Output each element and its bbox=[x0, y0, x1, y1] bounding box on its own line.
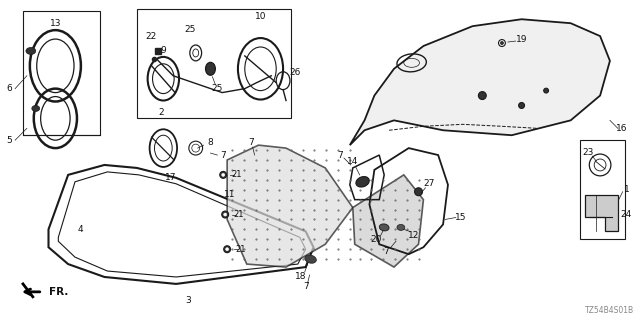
Text: 26: 26 bbox=[289, 68, 301, 77]
Ellipse shape bbox=[380, 224, 389, 231]
Text: 3: 3 bbox=[185, 296, 191, 305]
Text: 23: 23 bbox=[582, 148, 594, 156]
Ellipse shape bbox=[500, 42, 504, 44]
Ellipse shape bbox=[224, 213, 227, 216]
Text: 7: 7 bbox=[248, 138, 253, 147]
Ellipse shape bbox=[220, 172, 227, 178]
Text: 7: 7 bbox=[337, 150, 343, 160]
Text: 10: 10 bbox=[255, 12, 266, 21]
Polygon shape bbox=[586, 195, 618, 231]
Text: 1: 1 bbox=[624, 185, 630, 194]
Ellipse shape bbox=[415, 188, 422, 196]
Text: 24: 24 bbox=[620, 210, 631, 219]
Ellipse shape bbox=[32, 106, 40, 111]
Polygon shape bbox=[227, 145, 353, 267]
Text: 25: 25 bbox=[184, 25, 196, 34]
Text: 14: 14 bbox=[347, 157, 358, 166]
Polygon shape bbox=[353, 175, 424, 267]
Ellipse shape bbox=[305, 255, 316, 263]
Polygon shape bbox=[350, 19, 610, 145]
Text: 13: 13 bbox=[50, 19, 61, 28]
Text: 21: 21 bbox=[232, 170, 242, 180]
Ellipse shape bbox=[226, 248, 228, 251]
Text: 6: 6 bbox=[6, 84, 12, 93]
Text: 7: 7 bbox=[220, 150, 226, 160]
Text: 21: 21 bbox=[236, 245, 246, 254]
Ellipse shape bbox=[26, 47, 36, 54]
Ellipse shape bbox=[543, 88, 548, 93]
Text: 5: 5 bbox=[6, 136, 12, 145]
Text: 17: 17 bbox=[164, 173, 176, 182]
Ellipse shape bbox=[221, 173, 225, 176]
Ellipse shape bbox=[478, 92, 486, 100]
Ellipse shape bbox=[224, 246, 230, 253]
Text: 16: 16 bbox=[616, 124, 627, 133]
Text: 7: 7 bbox=[303, 282, 308, 292]
Text: TZ54B4S01B: TZ54B4S01B bbox=[586, 306, 634, 315]
Ellipse shape bbox=[205, 62, 215, 75]
Text: 12: 12 bbox=[408, 231, 419, 240]
Text: 18: 18 bbox=[295, 272, 307, 282]
Text: 20: 20 bbox=[371, 235, 382, 244]
Text: 7: 7 bbox=[383, 247, 389, 256]
Text: 25: 25 bbox=[212, 84, 223, 93]
Text: 8: 8 bbox=[207, 138, 213, 147]
Text: 22: 22 bbox=[145, 32, 156, 41]
Text: 15: 15 bbox=[455, 213, 467, 222]
Ellipse shape bbox=[221, 211, 228, 218]
Ellipse shape bbox=[356, 177, 369, 187]
Text: 11: 11 bbox=[225, 190, 236, 199]
Text: 2: 2 bbox=[159, 108, 164, 117]
Ellipse shape bbox=[397, 224, 404, 230]
Text: 27: 27 bbox=[424, 179, 435, 188]
Text: FR.: FR. bbox=[49, 287, 68, 297]
Text: 4: 4 bbox=[77, 225, 83, 234]
Ellipse shape bbox=[518, 102, 525, 108]
Text: 9: 9 bbox=[161, 46, 166, 55]
Text: 21: 21 bbox=[234, 210, 244, 219]
Text: 19: 19 bbox=[516, 35, 527, 44]
